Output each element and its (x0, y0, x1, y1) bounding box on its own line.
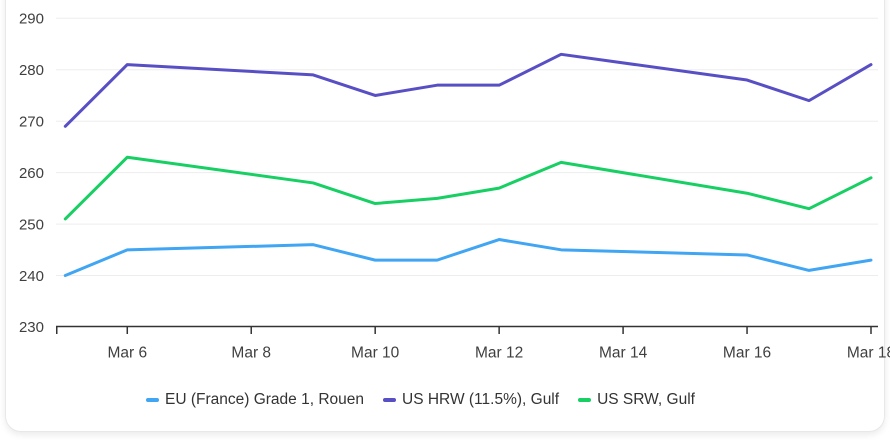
legend-label: US HRW (11.5%), Gulf (402, 391, 560, 408)
chart-svg: 230 240 250 260 270 280 290 Mar 6 Mar 8 Mar 10 Mar… (19, 11, 890, 362)
legend-label: US SRW, Gulf (597, 391, 695, 408)
y-axis-label-250: 250 (19, 216, 44, 233)
y-axis-label-270: 270 (19, 113, 44, 130)
series-line-us-hrw-11-5-gulf[interactable] (63, 52, 873, 128)
legend-item-eu-france-grade-1-rouen[interactable]: EU (France) Grade 1, Rouen (146, 391, 364, 409)
y-axis-label-280: 280 (19, 62, 44, 79)
legend-label: EU (France) Grade 1, Rouen (165, 391, 365, 408)
series-line-us-srw-gulf[interactable] (63, 155, 873, 221)
legend-item-us-hrw-11-5-gulf[interactable]: US HRW (11.5%), Gulf (383, 391, 559, 409)
x-axis-label-mar-6: Mar 6 (107, 345, 147, 362)
legend-dash-icon (383, 398, 397, 402)
legend-dash-icon (146, 398, 159, 402)
y-axis-label-260: 260 (19, 165, 44, 182)
x-axis-label-mar-8: Mar 8 (231, 345, 271, 362)
x-axis-label-mar-12: Mar 12 (475, 345, 523, 362)
legend-dash-icon (578, 398, 592, 402)
x-axis-label-mar-18: Mar 18 (847, 345, 890, 362)
x-axis-label-mar-14: Mar 14 (599, 345, 648, 362)
y-axis-label-240: 240 (19, 268, 44, 285)
legend-item-us-srw-gulf[interactable]: US SRW, Gulf (578, 391, 695, 409)
series-line-eu-france-grade-1-rouen[interactable] (63, 238, 873, 278)
chart-legend: EU (France) Grade 1, Rouen US HRW (11.5%)… (146, 391, 695, 409)
y-axis-label-290: 290 (19, 11, 44, 28)
x-axis-label-mar-16: Mar 16 (723, 345, 771, 362)
chart-card (5, 0, 885, 432)
x-axis-label-mar-10: Mar 10 (351, 345, 400, 362)
y-axis-label-230: 230 (19, 319, 44, 336)
